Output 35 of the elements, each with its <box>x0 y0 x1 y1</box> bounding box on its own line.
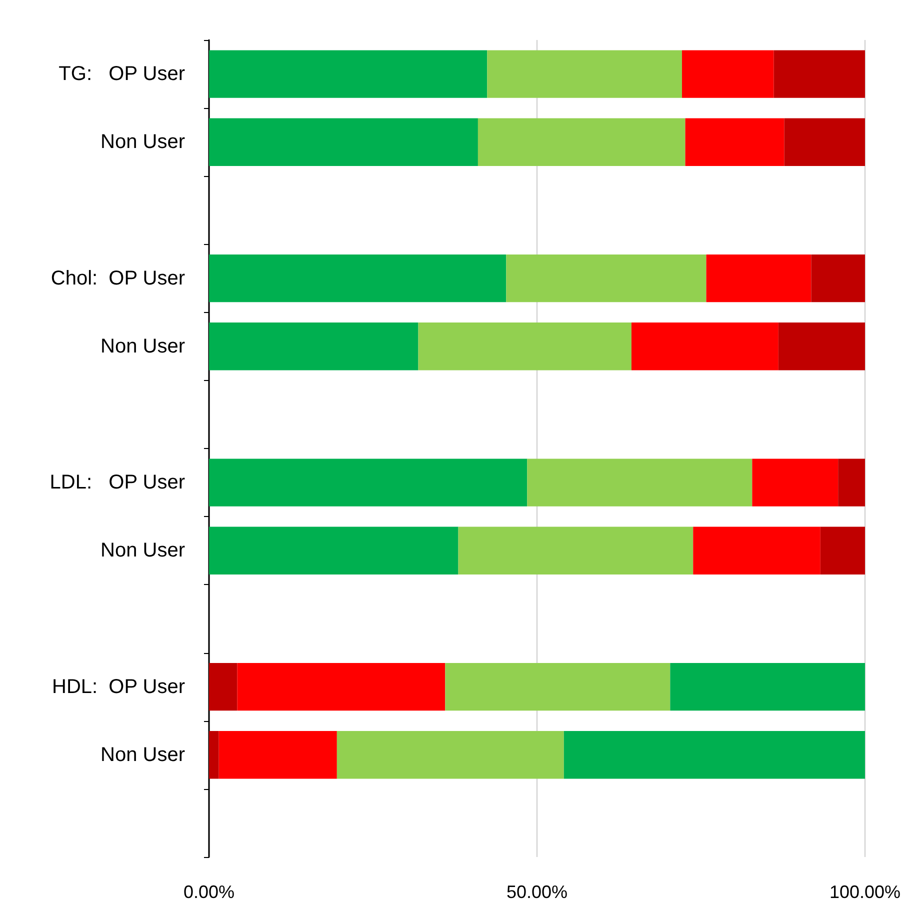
bar <box>631 322 778 370</box>
y-tick-label: Non User <box>100 744 186 766</box>
bar <box>458 526 694 574</box>
bar <box>209 254 506 302</box>
y-tick-label: HDL: OP User <box>52 676 186 698</box>
bar <box>682 50 774 98</box>
bar <box>209 322 418 370</box>
bar <box>706 254 812 302</box>
bar <box>418 322 632 370</box>
bar <box>506 254 706 302</box>
y-tick-label: LDL: OP User <box>50 472 186 494</box>
y-tick-label: Non User <box>100 131 186 154</box>
bar <box>487 50 682 98</box>
bar <box>774 50 865 98</box>
bar <box>478 118 686 166</box>
bar <box>685 118 784 166</box>
y-tick-label: TG: OP User <box>58 63 186 86</box>
bar <box>811 254 865 302</box>
bar <box>209 526 458 574</box>
bar <box>209 458 528 506</box>
bar <box>209 118 478 166</box>
bar <box>527 458 752 506</box>
x-tick-label: 50.00% <box>506 882 568 902</box>
y-tick-label: Non User <box>100 540 186 562</box>
bar <box>752 458 838 506</box>
x-tick-label: 100.00% <box>829 882 901 902</box>
bar <box>778 322 865 370</box>
y-tick-label: Chol: OP User <box>50 267 186 290</box>
bar <box>693 526 820 574</box>
x-tick-label: 0.00% <box>183 882 235 902</box>
y-tick-label: Non User <box>100 335 186 358</box>
bar <box>838 458 865 506</box>
bar <box>784 118 865 166</box>
bar <box>820 526 865 574</box>
bar <box>209 50 488 98</box>
